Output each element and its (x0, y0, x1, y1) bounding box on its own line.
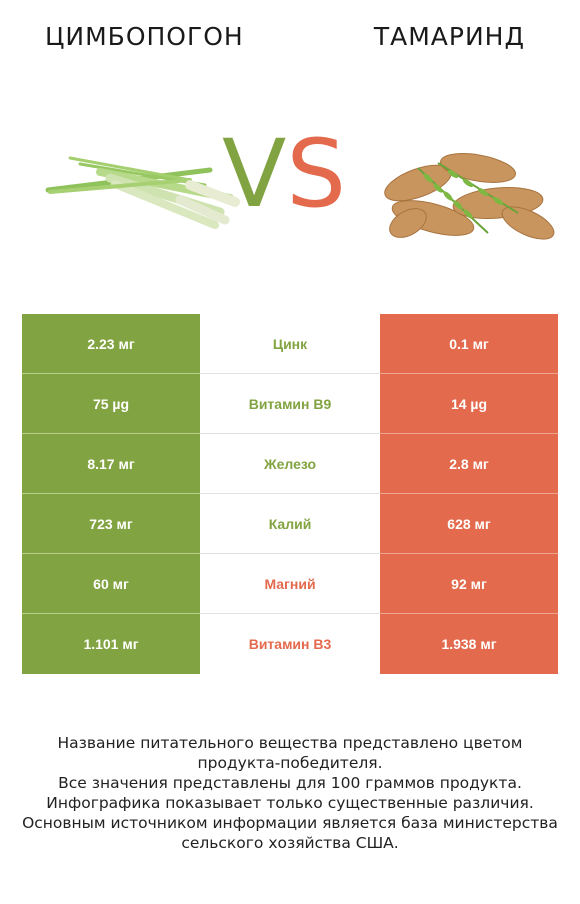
table-row: 60 мг Магний 92 мг (22, 554, 558, 614)
left-value: 723 мг (22, 494, 200, 554)
footer-line: Основным источником информации является … (22, 814, 558, 832)
footer-line: Все значения представлены для 100 граммо… (58, 774, 522, 792)
table-row: 723 мг Калий 628 мг (22, 494, 558, 554)
right-value: 628 мг (380, 494, 558, 554)
right-value: 92 мг (380, 554, 558, 614)
table-row: 8.17 мг Железо 2.8 мг (22, 434, 558, 494)
tamarind-image (384, 153, 555, 240)
left-value: 8.17 мг (22, 434, 200, 494)
footer-notes: Название питательного вещества представл… (0, 733, 580, 853)
table-row: 2.23 мг Цинк 0.1 мг (22, 314, 558, 374)
right-food-title: ТАМАРИНД (373, 22, 525, 51)
nutrient-name: Витамин B9 (200, 374, 380, 434)
comparison-table: 2.23 мг Цинк 0.1 мг 75 µg Витамин B9 14 µg 8.1… (22, 314, 558, 674)
footer-line: Название питательного вещества представл… (57, 734, 523, 752)
nutrient-name: Калий (200, 494, 380, 554)
right-value: 2.8 мг (380, 434, 558, 494)
vs-s: S (286, 120, 346, 229)
left-value: 60 мг (22, 554, 200, 614)
left-value: 1.101 мг (22, 614, 200, 674)
right-value: 14 µg (380, 374, 558, 434)
table-row: 75 µg Витамин B9 14 µg (22, 374, 558, 434)
vs-v: V (222, 120, 287, 229)
left-food-title: ЦИМБОПОГОН (45, 22, 244, 51)
right-value: 0.1 мг (380, 314, 558, 374)
lemongrass-image (45, 156, 240, 229)
nutrient-name: Цинк (200, 314, 380, 374)
footer-line: продукта-победителя. (197, 754, 383, 772)
vs-label: VS (222, 128, 346, 222)
right-value: 1.938 мг (380, 614, 558, 674)
table-row: 1.101 мг Витамин B3 1.938 мг (22, 614, 558, 674)
footer-line: Инфографика показывает только существенн… (46, 794, 534, 812)
footer-line: сельского хозяйства США. (181, 834, 399, 852)
left-value: 2.23 мг (22, 314, 200, 374)
nutrient-name: Витамин B3 (200, 614, 380, 674)
nutrient-name: Магний (200, 554, 380, 614)
left-value: 75 µg (22, 374, 200, 434)
nutrient-name: Железо (200, 434, 380, 494)
